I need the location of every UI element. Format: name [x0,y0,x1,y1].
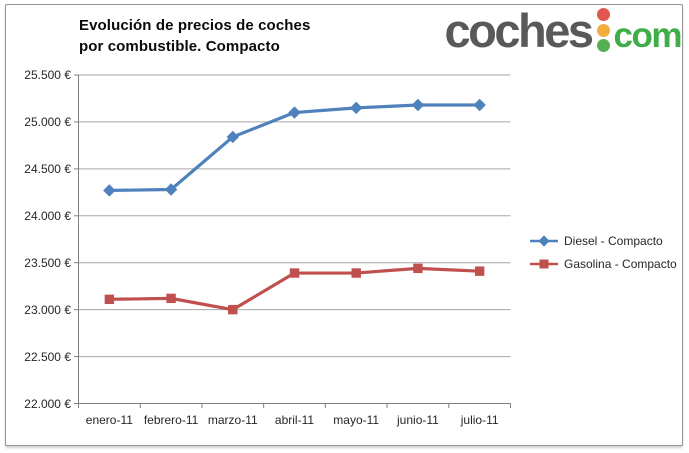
square-marker [351,268,361,278]
legend: Diesel - Compacto Gasolina - Compacto [529,229,677,275]
legend-item-diesel: Diesel - Compacto [529,229,677,252]
chart-frame-border [5,4,683,446]
traffic-light-icon [596,8,610,52]
diamond-marker [288,106,301,119]
legend-label-diesel: Diesel - Compacto [564,233,663,248]
x-axis-tick-label: enero-11 [85,413,133,427]
square-marker [289,268,300,278]
gasolina-series-marker-icon [529,258,559,270]
square-marker [228,304,238,315]
traffic-light-red-dot-icon [596,8,610,21]
square-marker [474,266,485,276]
y-axis-tick-label: 25.500 € [24,68,71,82]
square-marker [166,293,176,304]
traffic-light-green-dot-icon [596,39,610,52]
x-axis-tick-label: junio-11 [397,413,439,427]
y-axis-tick-label: 23.500 € [24,255,71,270]
y-axis-tick-label: 22.000 € [24,396,71,411]
diamond-marker [349,101,363,115]
chart-title-line2: por combustible. Compacto [79,38,280,55]
diamond-marker [473,98,486,112]
logo-tld-com: com [613,16,683,55]
traffic-light-amber-dot-icon [596,23,610,37]
x-axis-tick-label: mayo-11 [333,413,380,427]
legend-item-gasolina: Gasolina - Compacto [529,252,677,275]
diamond-marker [103,184,116,197]
diesel-series-marker-icon [529,234,559,247]
y-axis-tick-label: 23.000 € [24,302,71,317]
chart-title: Evolución de precios de coches por combu… [79,15,310,57]
square-marker [413,263,423,274]
x-axis-tick-label: marzo-11 [207,413,258,427]
y-axis-tick-label: 24.000 € [24,208,71,223]
diamond-marker [411,98,425,112]
x-axis-tick-label: abril-11 [274,413,315,427]
coches-com-logo: coches com [444,4,683,57]
y-axis-tick-label: 22.500 € [24,349,71,364]
legend-label-gasolina: Gasolina - Compacto [564,256,677,271]
y-axis-tick-label: 24.500 € [24,161,71,176]
y-axis-tick-label: 25.000 € [24,114,71,129]
diamond-marker [226,130,240,144]
square-marker [104,294,115,305]
chart-title-line1: Evolución de precios de coches [79,17,311,34]
diamond-marker [164,183,178,196]
x-axis-tick-label: febrero-11 [143,413,199,427]
logo-word-coches: coches [444,4,594,57]
x-axis-tick-label: julio-11 [460,413,499,427]
